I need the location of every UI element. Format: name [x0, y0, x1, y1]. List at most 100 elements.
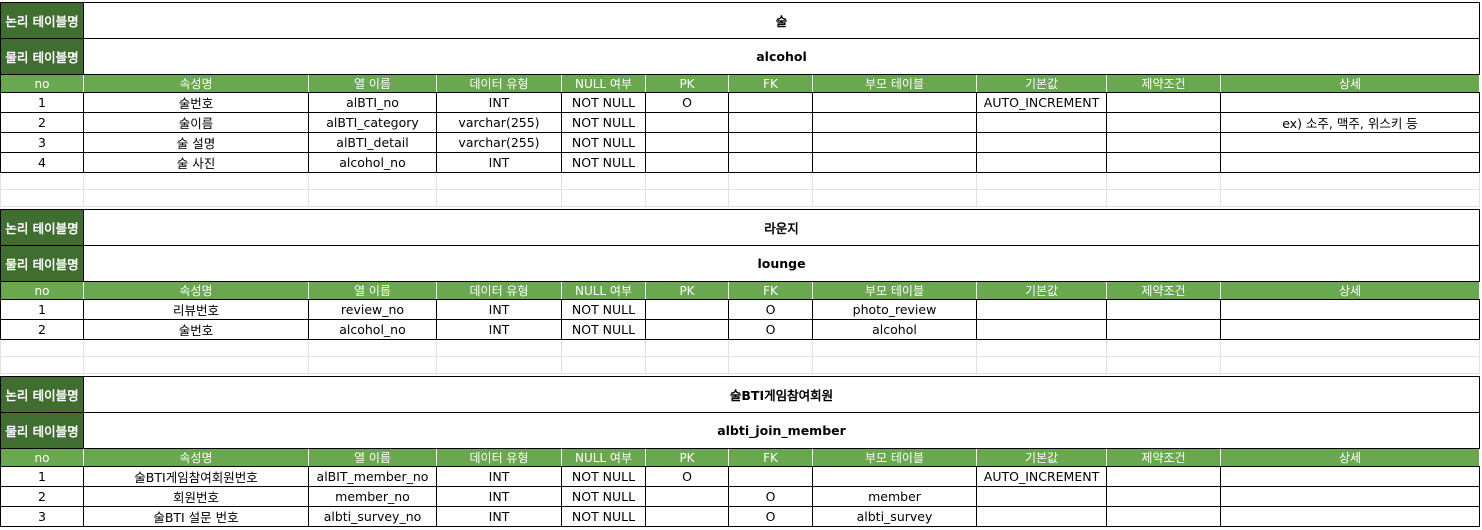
empty-cell[interactable] [812, 339, 977, 357]
empty-cell[interactable] [1106, 189, 1221, 207]
cell-detail[interactable] [1219, 92, 1481, 113]
empty-cell[interactable] [83, 189, 309, 207]
empty-cell[interactable] [0, 339, 84, 357]
cell-attr[interactable]: 술이름 [83, 112, 309, 133]
empty-cell[interactable] [83, 356, 309, 374]
empty-cell[interactable] [1219, 189, 1481, 207]
cell-parent[interactable] [812, 92, 977, 113]
cell-null[interactable]: NOT NULL [561, 506, 646, 527]
cell-fk[interactable]: O [728, 486, 813, 507]
cell-fk[interactable]: O [728, 506, 813, 527]
cell-col[interactable]: alBIT_member_no [308, 466, 437, 487]
cell-type[interactable]: INT [436, 92, 562, 113]
logical-table-label[interactable]: 논리 테이블명 [0, 209, 84, 246]
cell-constraint[interactable] [1106, 132, 1221, 153]
cell-constraint[interactable] [1106, 152, 1221, 173]
cell-pk[interactable] [645, 112, 729, 133]
column-header[interactable]: 데이터 유형 [436, 448, 562, 467]
empty-cell[interactable] [728, 356, 813, 374]
empty-cell[interactable] [645, 172, 729, 190]
cell-attr[interactable]: 술번호 [83, 319, 309, 340]
cell-null[interactable]: NOT NULL [561, 319, 646, 340]
cell-null[interactable]: NOT NULL [561, 92, 646, 113]
column-header[interactable]: 제약조건 [1106, 448, 1221, 467]
cell-pk[interactable] [645, 319, 729, 340]
cell-type[interactable]: INT [436, 506, 562, 527]
cell-detail[interactable] [1219, 299, 1481, 320]
cell-default[interactable] [976, 132, 1107, 153]
cell-detail[interactable] [1219, 132, 1481, 153]
cell-pk[interactable] [645, 152, 729, 173]
empty-cell[interactable] [976, 172, 1107, 190]
physical-table-label[interactable]: 물리 테이블명 [0, 245, 84, 282]
cell-parent[interactable]: member [812, 486, 977, 507]
cell-null[interactable]: NOT NULL [561, 466, 646, 487]
cell-no[interactable]: 3 [0, 132, 84, 153]
cell-parent[interactable]: alcohol [812, 319, 977, 340]
cell-no[interactable]: 1 [0, 92, 84, 113]
empty-cell[interactable] [645, 339, 729, 357]
column-header[interactable]: 제약조건 [1106, 74, 1221, 93]
cell-detail[interactable] [1219, 152, 1481, 173]
cell-no[interactable]: 2 [0, 112, 84, 133]
column-header[interactable]: 제약조건 [1106, 281, 1221, 300]
column-header[interactable]: PK [645, 74, 729, 93]
empty-cell[interactable] [728, 339, 813, 357]
column-header[interactable]: 속성명 [83, 448, 309, 467]
cell-attr[interactable]: 술 설명 [83, 132, 309, 153]
cell-pk[interactable] [645, 506, 729, 527]
cell-default[interactable]: AUTO_INCREMENT [976, 92, 1107, 113]
cell-detail[interactable]: ex) 소주, 맥주, 위스키 등 [1219, 112, 1481, 133]
empty-cell[interactable] [308, 172, 437, 190]
empty-cell[interactable] [1219, 356, 1481, 374]
cell-col[interactable]: alcohol_no [308, 319, 437, 340]
cell-col[interactable]: alBTI_detail [308, 132, 437, 153]
empty-cell[interactable] [0, 356, 84, 374]
cell-null[interactable]: NOT NULL [561, 486, 646, 507]
column-header[interactable]: 속성명 [83, 281, 309, 300]
physical-table-label[interactable]: 물리 테이블명 [0, 412, 84, 449]
physical-table-name[interactable]: albti_join_member [83, 412, 1480, 449]
cell-default[interactable] [976, 486, 1107, 507]
column-header[interactable]: no [0, 74, 84, 93]
cell-attr[interactable]: 리뷰번호 [83, 299, 309, 320]
physical-table-label[interactable]: 물리 테이블명 [0, 38, 84, 75]
column-header[interactable]: NULL 여부 [561, 281, 646, 300]
cell-detail[interactable] [1220, 506, 1480, 527]
empty-cell[interactable] [645, 189, 729, 207]
cell-no[interactable]: 1 [0, 299, 84, 320]
column-header[interactable]: 속성명 [83, 74, 309, 93]
empty-cell[interactable] [561, 172, 646, 190]
column-header[interactable]: 열 이름 [308, 448, 437, 467]
column-header[interactable]: 기본값 [976, 281, 1107, 300]
empty-cell[interactable] [436, 172, 562, 190]
column-header[interactable]: 데이터 유형 [436, 74, 562, 93]
empty-cell[interactable] [1106, 339, 1221, 357]
cell-col[interactable]: alBTI_category [308, 112, 437, 133]
cell-pk[interactable] [645, 132, 729, 153]
cell-no[interactable]: 2 [0, 319, 84, 340]
empty-cell[interactable] [976, 356, 1107, 374]
column-header[interactable]: 상세 [1220, 448, 1480, 467]
cell-fk[interactable]: O [728, 319, 813, 340]
cell-col[interactable]: member_no [308, 486, 437, 507]
physical-table-name[interactable]: alcohol [82, 38, 1481, 75]
logical-table-label[interactable]: 논리 테이블명 [0, 2, 84, 39]
cell-detail[interactable] [1219, 319, 1481, 340]
column-header[interactable]: no [0, 281, 84, 300]
column-header[interactable]: NULL 여부 [561, 74, 646, 93]
cell-null[interactable]: NOT NULL [561, 112, 646, 133]
column-header[interactable]: PK [645, 448, 729, 467]
cell-type[interactable]: INT [436, 486, 562, 507]
empty-cell[interactable] [0, 172, 84, 190]
cell-type[interactable]: varchar(255) [436, 112, 562, 133]
empty-cell[interactable] [0, 189, 84, 207]
empty-cell[interactable] [1219, 172, 1481, 190]
empty-cell[interactable] [436, 189, 562, 207]
column-header[interactable]: NULL 여부 [561, 448, 646, 467]
empty-cell[interactable] [436, 356, 562, 374]
empty-cell[interactable] [83, 172, 309, 190]
column-header[interactable]: 열 이름 [308, 281, 437, 300]
logical-table-name[interactable]: 라운지 [82, 209, 1481, 246]
logical-table-name[interactable]: 술 [82, 2, 1481, 39]
